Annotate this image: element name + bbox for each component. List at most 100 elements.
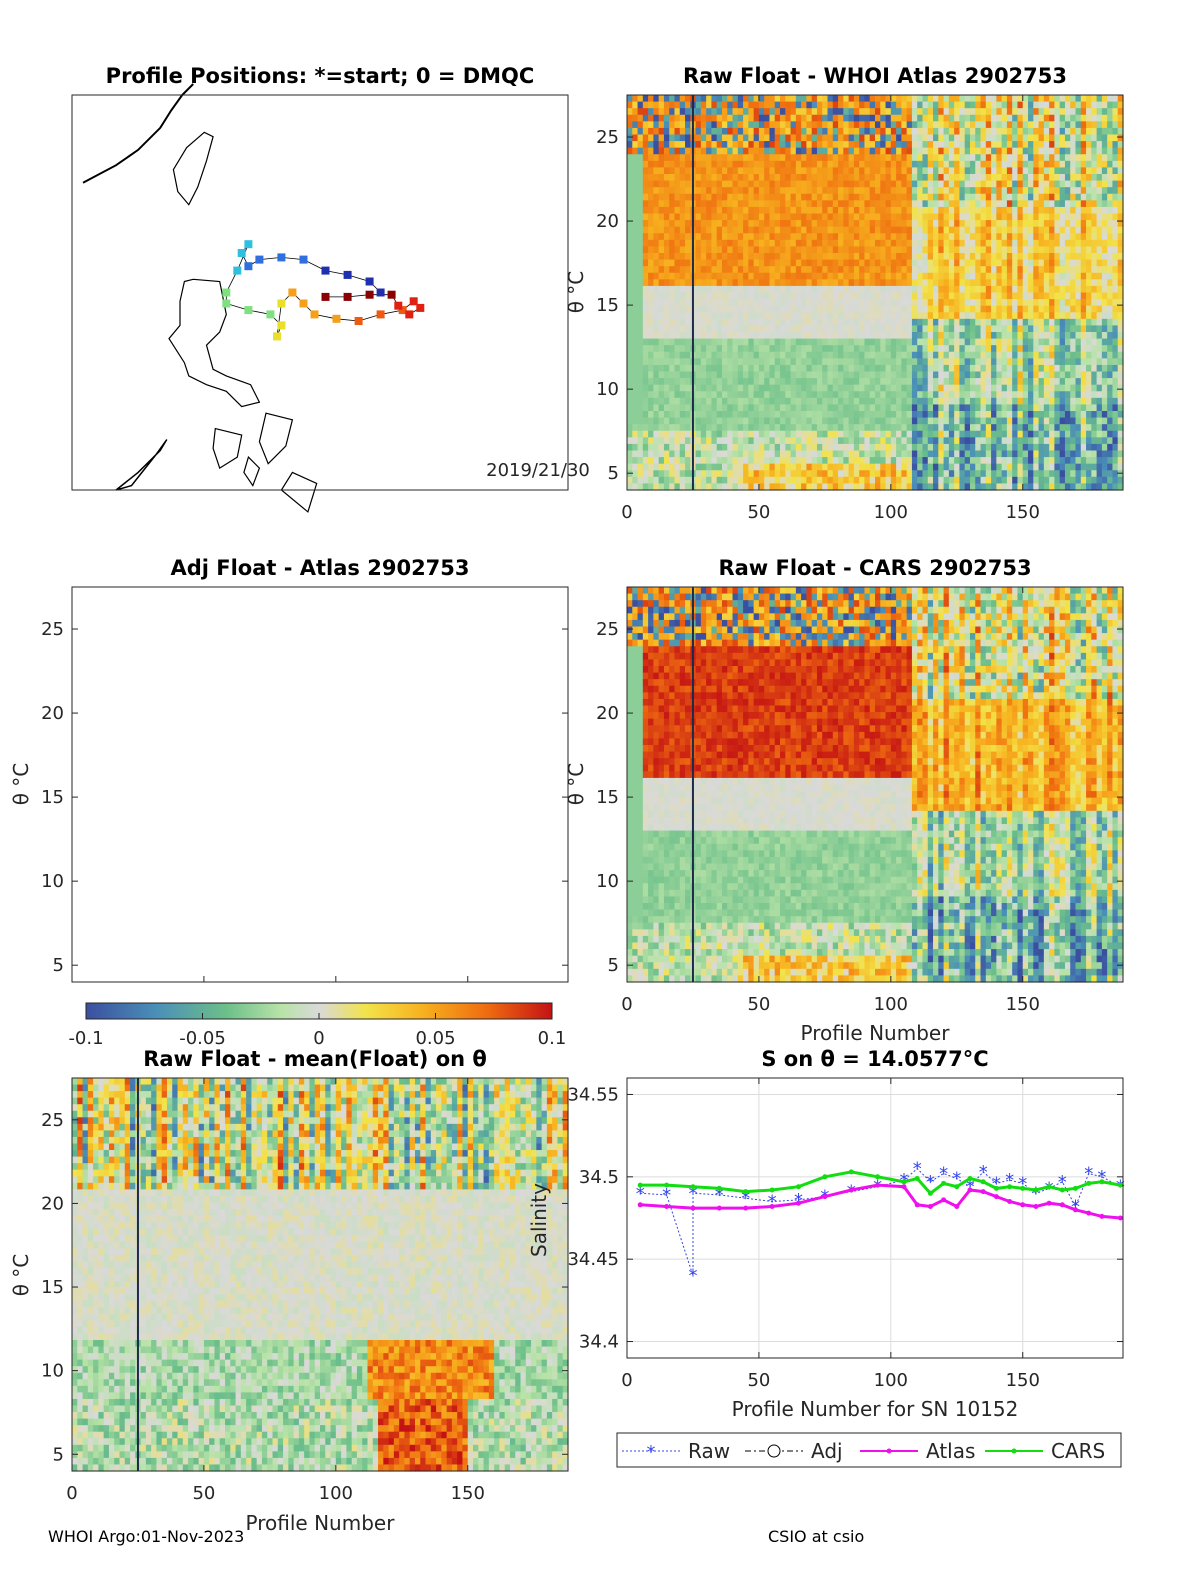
heatmap-cell bbox=[880, 378, 886, 385]
heatmap-cell bbox=[685, 233, 691, 240]
profile-position bbox=[238, 249, 246, 257]
heatmap-cell bbox=[806, 286, 812, 293]
heatmap-cell bbox=[833, 161, 839, 168]
heatmap-cell bbox=[638, 398, 644, 405]
heatmap-cell bbox=[696, 227, 702, 234]
heatmap-cell bbox=[769, 148, 775, 155]
heatmap-cell bbox=[880, 128, 886, 135]
heatmap-cell bbox=[785, 108, 791, 115]
heatmap-cell bbox=[891, 167, 897, 174]
heatmap-cell bbox=[828, 233, 834, 240]
heatmap-cell bbox=[822, 115, 828, 122]
heatmap-cell bbox=[854, 167, 860, 174]
heatmap-cell bbox=[664, 260, 670, 267]
heatmap-cell bbox=[627, 319, 633, 326]
heatmap-cell bbox=[859, 108, 865, 115]
heatmap-cell bbox=[659, 115, 665, 122]
heatmap-cell bbox=[828, 325, 834, 332]
heatmap-cell bbox=[806, 319, 812, 326]
heatmap-cell bbox=[928, 141, 934, 148]
heatmap-cell bbox=[849, 437, 855, 444]
heatmap-cell bbox=[759, 444, 765, 451]
heatmap-cell bbox=[1017, 214, 1023, 221]
heatmap-cell bbox=[822, 345, 828, 352]
heatmap-cell bbox=[996, 135, 1002, 142]
heatmap-cell bbox=[1049, 398, 1055, 405]
heatmap-cell bbox=[822, 214, 828, 221]
heatmap-cell bbox=[864, 273, 870, 280]
heatmap-cell bbox=[685, 418, 691, 425]
heatmap-cell bbox=[1044, 108, 1050, 115]
heatmap-cell bbox=[754, 246, 760, 253]
heatmap-cell bbox=[659, 240, 665, 247]
heatmap-cell bbox=[996, 246, 1002, 253]
heatmap-cell bbox=[759, 266, 765, 273]
heatmap-cell bbox=[891, 424, 897, 431]
heatmap-cell bbox=[1044, 299, 1050, 306]
heatmap-cell bbox=[843, 464, 849, 471]
heatmap-cell bbox=[970, 286, 976, 293]
heatmap-cell bbox=[653, 424, 659, 431]
heatmap-cell bbox=[864, 95, 870, 102]
heatmap-cell bbox=[733, 306, 739, 313]
heatmap-cell bbox=[669, 378, 675, 385]
heatmap-cell bbox=[653, 299, 659, 306]
heatmap-cell bbox=[680, 470, 686, 477]
heatmap-cell bbox=[780, 220, 786, 227]
heatmap-cell bbox=[648, 332, 654, 339]
heatmap-cell bbox=[1002, 424, 1008, 431]
heatmap-cell bbox=[822, 451, 828, 458]
heatmap-cell bbox=[928, 352, 934, 359]
heatmap-cell bbox=[896, 246, 902, 253]
heatmap-cell bbox=[801, 108, 807, 115]
heatmap-cell bbox=[996, 128, 1002, 135]
heatmap-cell bbox=[696, 141, 702, 148]
heatmap-cell bbox=[965, 187, 971, 194]
heatmap-cell bbox=[632, 444, 638, 451]
heatmap-cell bbox=[775, 470, 781, 477]
heatmap-cell bbox=[780, 391, 786, 398]
heatmap-cell bbox=[833, 154, 839, 161]
heatmap-cell bbox=[991, 194, 997, 201]
heatmap-cell bbox=[701, 279, 707, 286]
heatmap-cell bbox=[986, 154, 992, 161]
heatmap-cell bbox=[949, 312, 955, 319]
heatmap-cell bbox=[917, 299, 923, 306]
heatmap-cell bbox=[949, 365, 955, 372]
heatmap-cell bbox=[643, 451, 649, 458]
heatmap-cell bbox=[1023, 200, 1029, 207]
heatmap-cell bbox=[870, 437, 876, 444]
heatmap-cell bbox=[849, 293, 855, 300]
heatmap-cell bbox=[1054, 286, 1060, 293]
heatmap-cell bbox=[748, 253, 754, 260]
heatmap-cell bbox=[933, 299, 939, 306]
whoi-panel: Raw Float - WHOI Atlas 2902753 θ °C 0 50 1… bbox=[564, 64, 1124, 523]
heatmap-cell bbox=[632, 378, 638, 385]
heatmap-cell bbox=[912, 279, 918, 286]
heatmap-cell bbox=[627, 418, 633, 425]
heatmap-cell bbox=[764, 299, 770, 306]
heatmap-cell bbox=[764, 181, 770, 188]
heatmap-cell bbox=[754, 214, 760, 221]
heatmap-cell bbox=[632, 372, 638, 379]
heatmap-cell bbox=[864, 253, 870, 260]
heatmap-cell bbox=[954, 279, 960, 286]
heatmap-cell bbox=[722, 148, 728, 155]
heatmap-cell bbox=[711, 121, 717, 128]
heatmap-cell bbox=[1023, 233, 1029, 240]
heatmap-cell bbox=[759, 141, 765, 148]
heatmap-cell bbox=[833, 293, 839, 300]
heatmap-cell bbox=[674, 306, 680, 313]
heatmap-cell bbox=[928, 365, 934, 372]
heatmap-cell bbox=[759, 470, 765, 477]
heatmap-cell bbox=[706, 299, 712, 306]
heatmap-cell bbox=[944, 187, 950, 194]
heatmap-cell bbox=[764, 293, 770, 300]
heatmap-cell bbox=[685, 464, 691, 471]
heatmap-cell bbox=[696, 194, 702, 201]
heatmap-cell bbox=[711, 279, 717, 286]
profile-position bbox=[344, 293, 352, 301]
heatmap-cell bbox=[949, 161, 955, 168]
heatmap-cell bbox=[738, 240, 744, 247]
heatmap-cell bbox=[822, 102, 828, 109]
